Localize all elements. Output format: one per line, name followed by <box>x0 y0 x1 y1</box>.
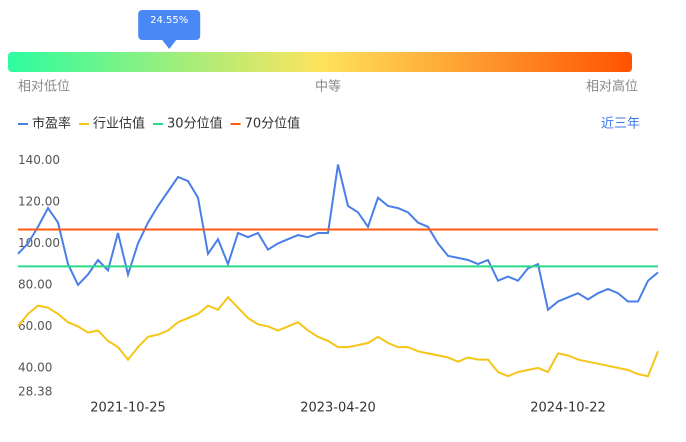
x-tick-label: 2023-04-20 <box>300 401 376 416</box>
x-tick-label: 2021-10-25 <box>90 401 166 416</box>
legend-label: 行业估值 <box>93 116 145 132</box>
percentile-bar <box>8 52 632 72</box>
y-tick-label: 28.38 <box>18 385 52 399</box>
y-tick-label: 40.00 <box>18 360 52 374</box>
series-line <box>17 164 659 312</box>
tooltip-pointer <box>162 40 177 49</box>
y-tick-label: 80.00 <box>18 277 52 291</box>
x-tick-label: 2024-10-22 <box>530 401 606 416</box>
y-tick-label: 120.00 <box>18 194 60 208</box>
period[interactable]: 近三年 <box>601 117 640 132</box>
legend-label: 市盈率 <box>32 116 71 132</box>
tooltip-label: 24.55% <box>150 15 188 26</box>
tooltip <box>138 10 201 40</box>
low-label: 相对低位 <box>18 80 70 95</box>
y-tick-label: 100.00 <box>18 236 60 250</box>
high-label: 相对高位 <box>586 79 638 95</box>
y-tick-label: 60.00 <box>18 319 52 333</box>
series-line <box>17 295 659 378</box>
legend-label: 70分位值 <box>245 116 301 132</box>
legend-label: 30分位值 <box>167 116 223 132</box>
mid-label: 中等 <box>315 79 341 95</box>
y-tick-label: 140.00 <box>18 153 60 167</box>
